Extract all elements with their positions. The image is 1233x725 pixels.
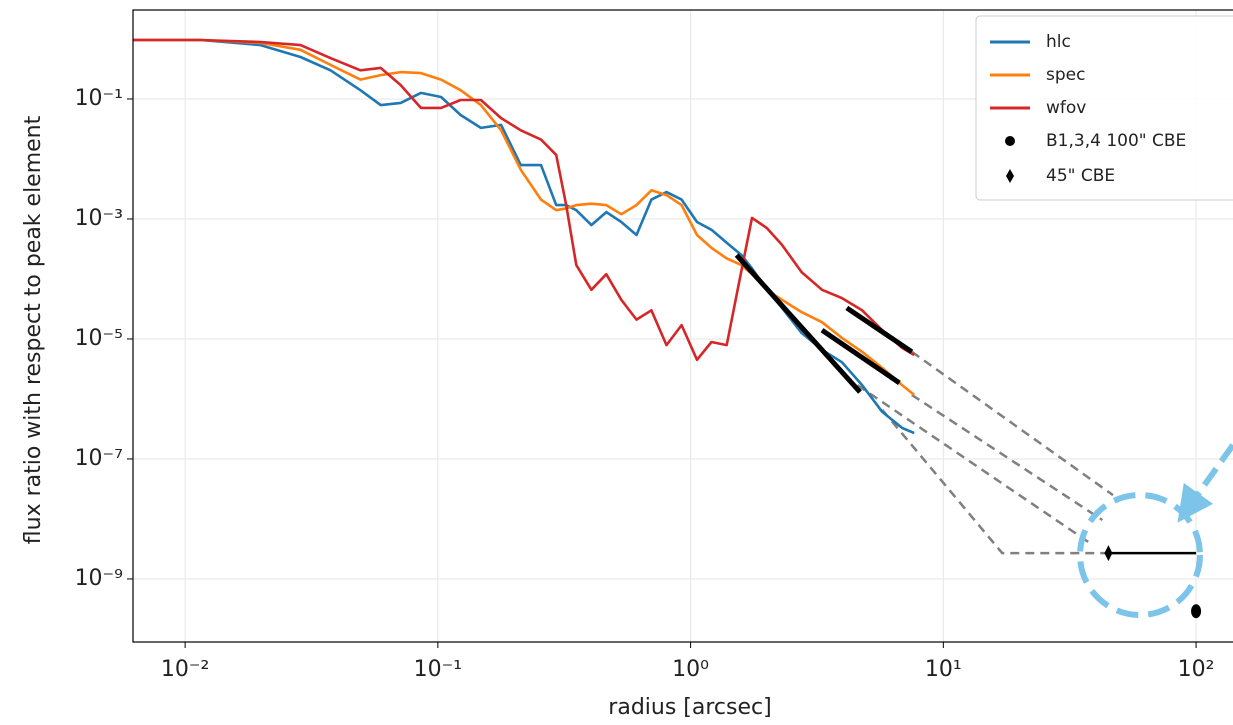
x-tick-label: 10¹ — [925, 657, 962, 682]
y-tick-label: 10⁻³ — [75, 206, 123, 231]
fit-line — [734, 253, 862, 394]
series-line — [133, 38, 915, 435]
y-tick-label: 10⁻¹ — [75, 86, 123, 111]
legend-swatch — [1006, 169, 1014, 183]
x-tick-label: 10⁻² — [161, 657, 209, 682]
y-tick-label: 10⁻⁵ — [75, 326, 123, 351]
extrapolation-line — [911, 350, 1114, 497]
highlight-arrow — [1177, 443, 1233, 523]
x-tick-label: 10⁰ — [672, 657, 709, 682]
extrapolation-line — [856, 384, 1094, 546]
marker — [1104, 545, 1113, 562]
legend: hlc spec wfov B1,3,4 100" CBE 45" CBE — [975, 15, 1233, 201]
extrapolation-line — [911, 393, 1104, 522]
legend-label: hlc — [1046, 32, 1071, 52]
extrapolation-line — [881, 408, 1108, 555]
series-line — [133, 38, 915, 362]
x-axis-label: radius [arcsec] — [608, 695, 771, 720]
x-tick-label: 10² — [1178, 657, 1215, 682]
x-tick-label: 10⁻¹ — [414, 657, 462, 682]
ticks: 10⁻² 10⁻¹ 10⁰ 10¹ 10² 10⁻¹ 10⁻³ 10⁻⁵ 10⁻⁷ 10⁻⁹ — [75, 86, 1215, 682]
y-tick-label: 10⁻⁹ — [75, 566, 123, 591]
legend-box — [975, 15, 1233, 201]
legend-label: 45" CBE — [1046, 166, 1115, 186]
legend-label: wfov — [1046, 98, 1086, 118]
highlight-circle — [1077, 492, 1203, 618]
legend-label: spec — [1046, 65, 1085, 85]
grid — [133, 10, 1233, 642]
y-tick-label: 10⁻⁷ — [75, 446, 123, 471]
plot-area — [133, 38, 1202, 619]
series-line — [133, 38, 916, 396]
y-axis-label: flux ratio with respect to peak element — [21, 115, 46, 544]
fit-line — [845, 305, 914, 354]
plot-frame — [132, 9, 1233, 643]
legend-swatch — [1005, 136, 1015, 146]
legend-label: B1,3,4 100" CBE — [1046, 131, 1186, 151]
fit-line — [820, 328, 901, 385]
marker — [1191, 604, 1202, 619]
